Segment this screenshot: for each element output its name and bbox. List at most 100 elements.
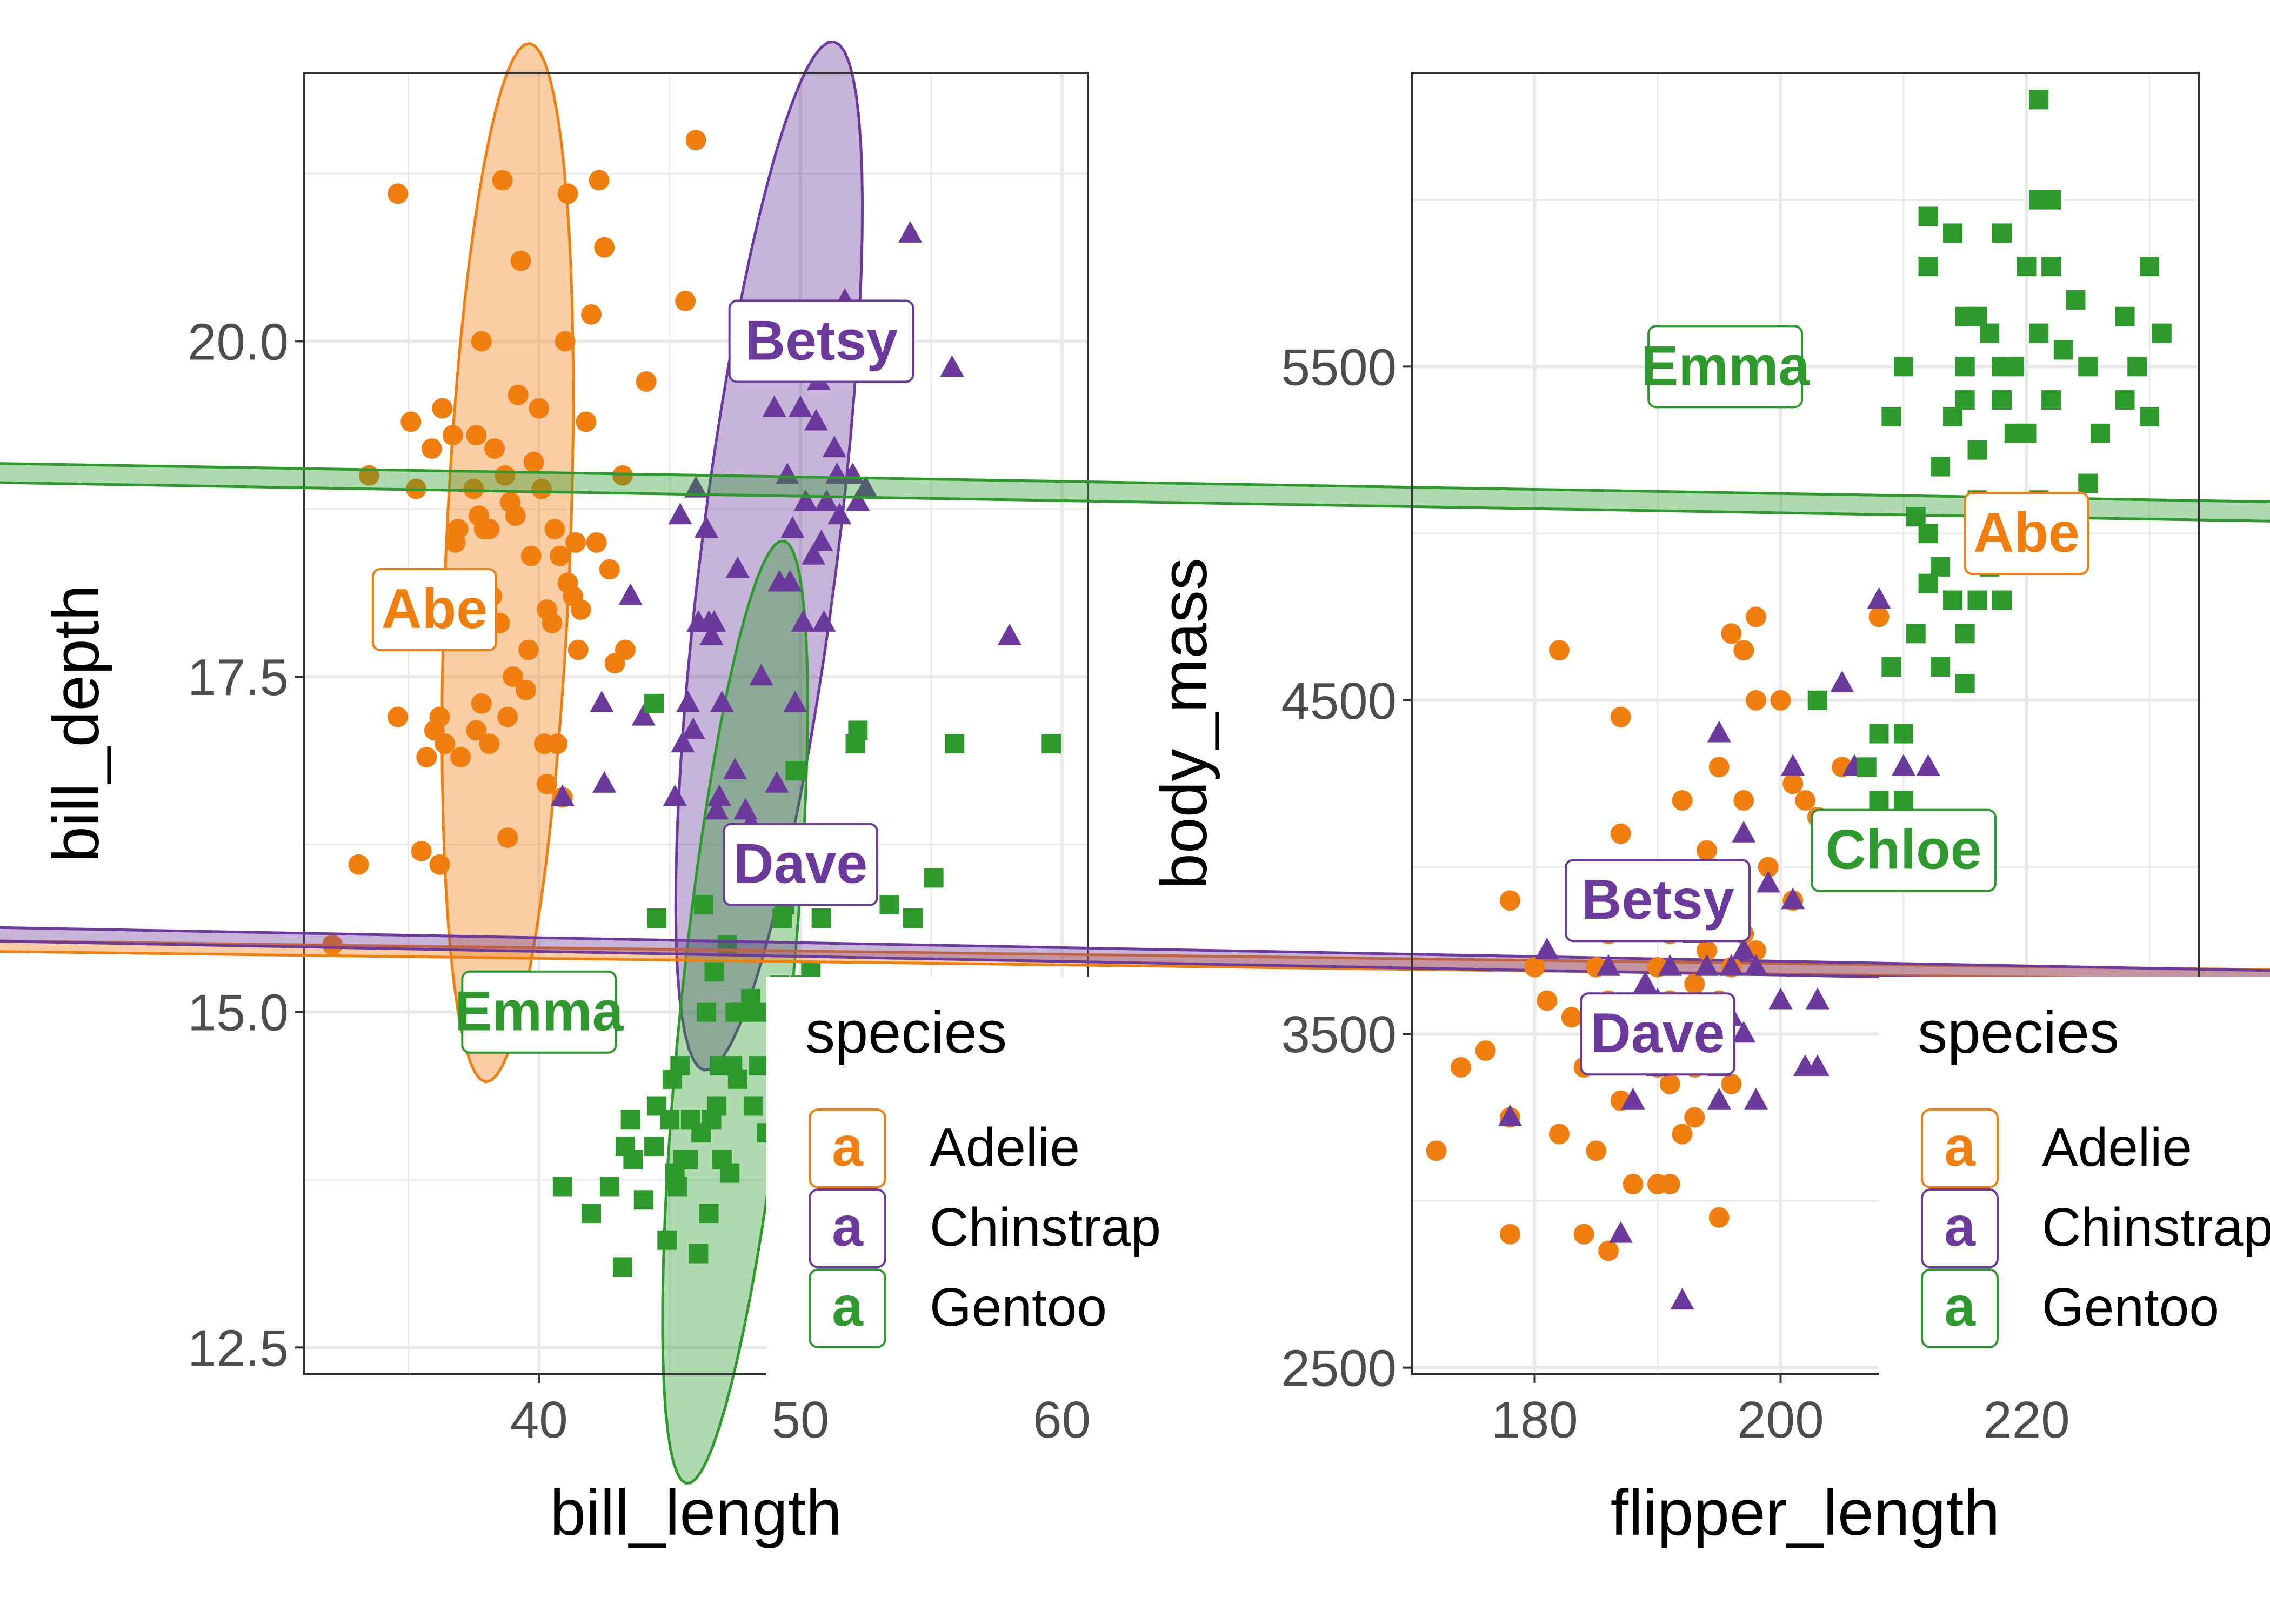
point-gentoo — [1931, 657, 1951, 677]
point-adelie — [348, 854, 369, 875]
point-chinstrap — [663, 784, 687, 806]
point-adelie — [471, 693, 492, 714]
point-chinstrap — [1781, 754, 1805, 776]
point-adelie — [1659, 1073, 1680, 1094]
point-gentoo — [2029, 90, 2049, 110]
point-chinstrap — [898, 220, 923, 243]
point-gentoo — [1918, 257, 1938, 277]
point-adelie — [531, 478, 552, 499]
point-chinstrap — [1830, 670, 1854, 692]
point-gentoo — [1931, 457, 1951, 477]
point-gentoo — [2091, 423, 2110, 443]
point-adelie — [400, 411, 422, 432]
legend: species a Adelie a Chinstrap a Gentoo — [1879, 977, 2270, 1388]
point-adelie — [1684, 1107, 1705, 1128]
point-gentoo — [1955, 357, 1975, 377]
legend-key-chinstrap — [809, 1188, 886, 1268]
point-adelie — [1795, 790, 1815, 811]
point-gentoo — [2140, 257, 2159, 277]
x-tick-label: 220 — [1983, 1391, 2069, 1449]
ellipse-adelie — [440, 42, 575, 1084]
point-gentoo — [2041, 257, 2061, 277]
point-gentoo — [670, 1056, 690, 1076]
point-chinstrap — [707, 784, 732, 806]
point-adelie — [463, 478, 484, 499]
y-tick-label: 5500 — [1281, 338, 1397, 396]
point-gentoo — [924, 868, 944, 888]
point-gentoo — [667, 1177, 687, 1197]
legend-item-gentoo: Gentoo — [930, 1277, 1107, 1338]
point-chinstrap — [791, 610, 815, 632]
legend-item-gentoo: Gentoo — [2042, 1277, 2219, 1338]
legend-key-glyph: a — [1944, 1275, 1976, 1338]
point-gentoo — [633, 1190, 653, 1210]
point-chinstrap — [681, 717, 705, 739]
point-chinstrap — [684, 476, 708, 498]
legend-key-glyph: a — [832, 1195, 864, 1258]
point-adelie — [442, 425, 463, 446]
point-adelie — [568, 639, 589, 660]
legend-key-glyph: a — [832, 1275, 864, 1338]
point-label: Dave — [733, 833, 868, 895]
point-adelie — [510, 250, 531, 271]
point-gentoo — [1894, 357, 1913, 377]
point-gentoo — [646, 908, 666, 928]
point-adelie — [576, 411, 597, 432]
point-gentoo — [599, 1177, 619, 1197]
point-adelie — [1537, 990, 1558, 1011]
point-gentoo — [1992, 223, 2012, 243]
x-tick-label: 40 — [510, 1391, 568, 1449]
point-adelie — [505, 505, 526, 526]
point-gentoo — [1931, 557, 1951, 577]
point-gentoo — [704, 962, 724, 982]
y-tick-label: 17.5 — [188, 649, 289, 706]
point-chinstrap — [733, 798, 758, 820]
point-gentoo — [613, 1257, 633, 1277]
point-chinstrap — [997, 623, 1021, 645]
x-tick-label: 180 — [1491, 1391, 1578, 1449]
point-gentoo — [1894, 791, 1913, 811]
point-gentoo — [720, 1163, 740, 1183]
point-label: Emma — [1641, 335, 1810, 397]
y-tick-label: 3500 — [1281, 1006, 1397, 1064]
point-gentoo — [903, 908, 923, 928]
point-gentoo — [1918, 524, 1938, 544]
point-gentoo — [1943, 223, 1962, 243]
legend-key-glyph: a — [832, 1115, 864, 1178]
point-chinstrap — [1744, 954, 1768, 976]
point-adelie — [1697, 940, 1717, 961]
point-chinstrap — [1498, 1104, 1522, 1126]
point-chinstrap — [1732, 937, 1756, 959]
y-axis-title: body_mass — [1148, 558, 1220, 890]
point-gentoo — [1955, 624, 1975, 644]
point-chinstrap — [788, 395, 812, 417]
point-chinstrap — [1805, 987, 1830, 1010]
point-gentoo — [644, 1136, 664, 1156]
point-gentoo — [848, 720, 868, 740]
panel-border — [1411, 72, 2200, 1375]
point-label: Abe — [1973, 502, 2079, 564]
point-chinstrap — [550, 784, 575, 806]
point-gentoo — [2078, 357, 2098, 377]
label-box — [1647, 325, 1804, 409]
point-adelie — [1500, 1224, 1520, 1245]
point-gentoo — [2017, 257, 2037, 277]
point-adelie — [542, 612, 563, 633]
point-adelie — [497, 706, 518, 727]
point-chinstrap — [671, 731, 695, 753]
point-adelie — [411, 840, 432, 861]
point-gentoo — [1980, 323, 2000, 343]
point-gentoo — [1041, 734, 1061, 754]
point-chinstrap — [710, 690, 734, 712]
y-tick-label: 2500 — [1281, 1340, 1397, 1398]
point-gentoo — [749, 1056, 769, 1076]
point-adelie — [1610, 706, 1631, 727]
x-axis-title: bill_length — [550, 1476, 842, 1549]
point-gentoo — [657, 1230, 677, 1250]
point-adelie — [581, 304, 602, 325]
point-chinstrap — [1707, 720, 1731, 743]
point-adelie — [1549, 1124, 1570, 1145]
point-chinstrap — [1621, 1087, 1645, 1110]
ellipse-gentoo — [0, 462, 2270, 523]
point-chinstrap — [812, 610, 836, 632]
